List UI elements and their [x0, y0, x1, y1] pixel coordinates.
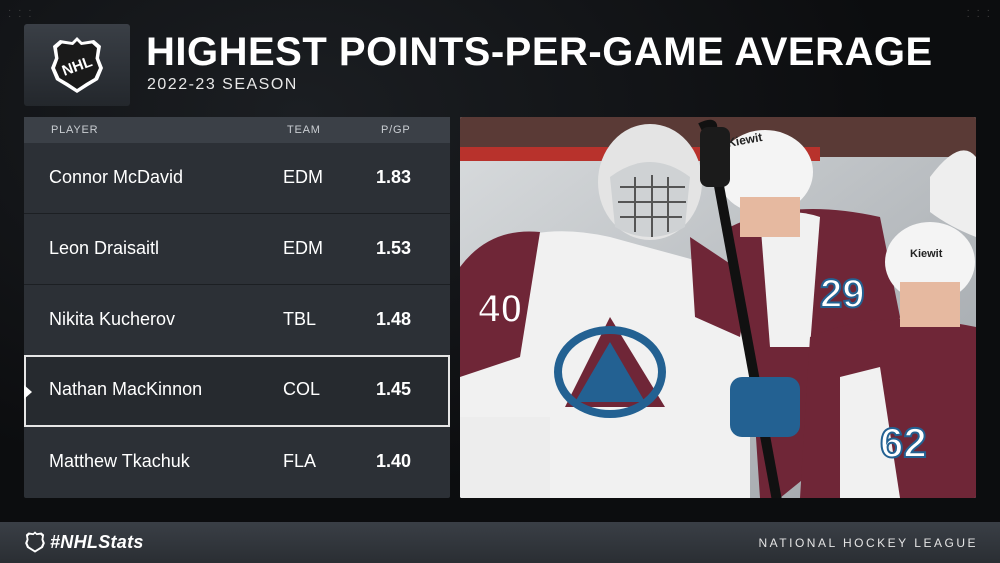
player-photo: 40 Kiewit 29 Kiewit 62	[460, 117, 976, 498]
ppg-value: 1.45	[376, 379, 412, 399]
page-subtitle: 2022-23 SEASON	[147, 76, 298, 93]
table-row: Matthew Tkachuk FLA 1.40	[24, 427, 450, 498]
ppg-value: 1.53	[376, 238, 412, 258]
jersey-number: 62	[880, 419, 927, 466]
nhl-logo-box: NHL	[24, 24, 130, 106]
row-divider	[24, 284, 450, 285]
ppg-value: 1.83	[376, 167, 412, 187]
footer-bar: #NHLStats NATIONAL HOCKEY LEAGUE	[0, 522, 1000, 563]
team-code: FLA	[283, 451, 317, 471]
table-row: Connor McDavid EDM 1.83	[24, 143, 450, 214]
player-name: Connor McDavid	[49, 167, 184, 187]
table-row-highlighted: Nathan MacKinnon COL 1.45	[24, 355, 450, 427]
team-code: EDM	[283, 238, 323, 258]
table-row: Nikita Kucherov TBL 1.48	[24, 285, 450, 356]
ppg-value: 1.48	[376, 309, 412, 329]
team-code: COL	[283, 379, 321, 399]
nhl-shield-icon: NHL	[51, 37, 103, 93]
player-name: Nathan MacKinnon	[49, 379, 203, 399]
jersey-number: 29	[820, 272, 865, 316]
corner-dots-right: · · · · · ·	[966, 5, 992, 22]
table-row: Leon Draisaitl EDM 1.53	[24, 214, 450, 285]
player-name: Nikita Kucherov	[49, 309, 176, 329]
row-pointer-icon	[24, 385, 32, 399]
team-code: EDM	[283, 167, 323, 187]
row-divider	[24, 213, 450, 214]
player-name: Leon Draisaitl	[49, 238, 160, 258]
table-header: PLAYER TEAM P/GP	[24, 117, 450, 143]
page-title: HIGHEST POINTS-PER-GAME AVERAGE	[146, 30, 933, 74]
photo-illustration: 40 Kiewit 29 Kiewit 62	[460, 117, 976, 498]
nhl-mini-shield-icon	[25, 531, 45, 553]
sponsor-text: Kiewit	[910, 248, 943, 260]
ppg-value: 1.40	[376, 451, 412, 471]
col-player-header: PLAYER	[51, 124, 99, 136]
league-name: NATIONAL HOCKEY LEAGUE	[758, 536, 978, 550]
sponsor-text: Kiewit	[726, 130, 763, 150]
col-team-header: TEAM	[287, 124, 321, 136]
team-code: TBL	[283, 309, 317, 329]
corner-dots-left: · · · · · ·	[8, 5, 34, 22]
hashtag-label: #NHLStats	[50, 532, 144, 552]
player-name: Matthew Tkachuk	[49, 451, 190, 471]
col-ppg-header: P/GP	[381, 124, 411, 136]
stats-table: PLAYER TEAM P/GP Connor McDavid EDM 1.83…	[24, 117, 450, 498]
jersey-number: 40	[478, 287, 523, 331]
